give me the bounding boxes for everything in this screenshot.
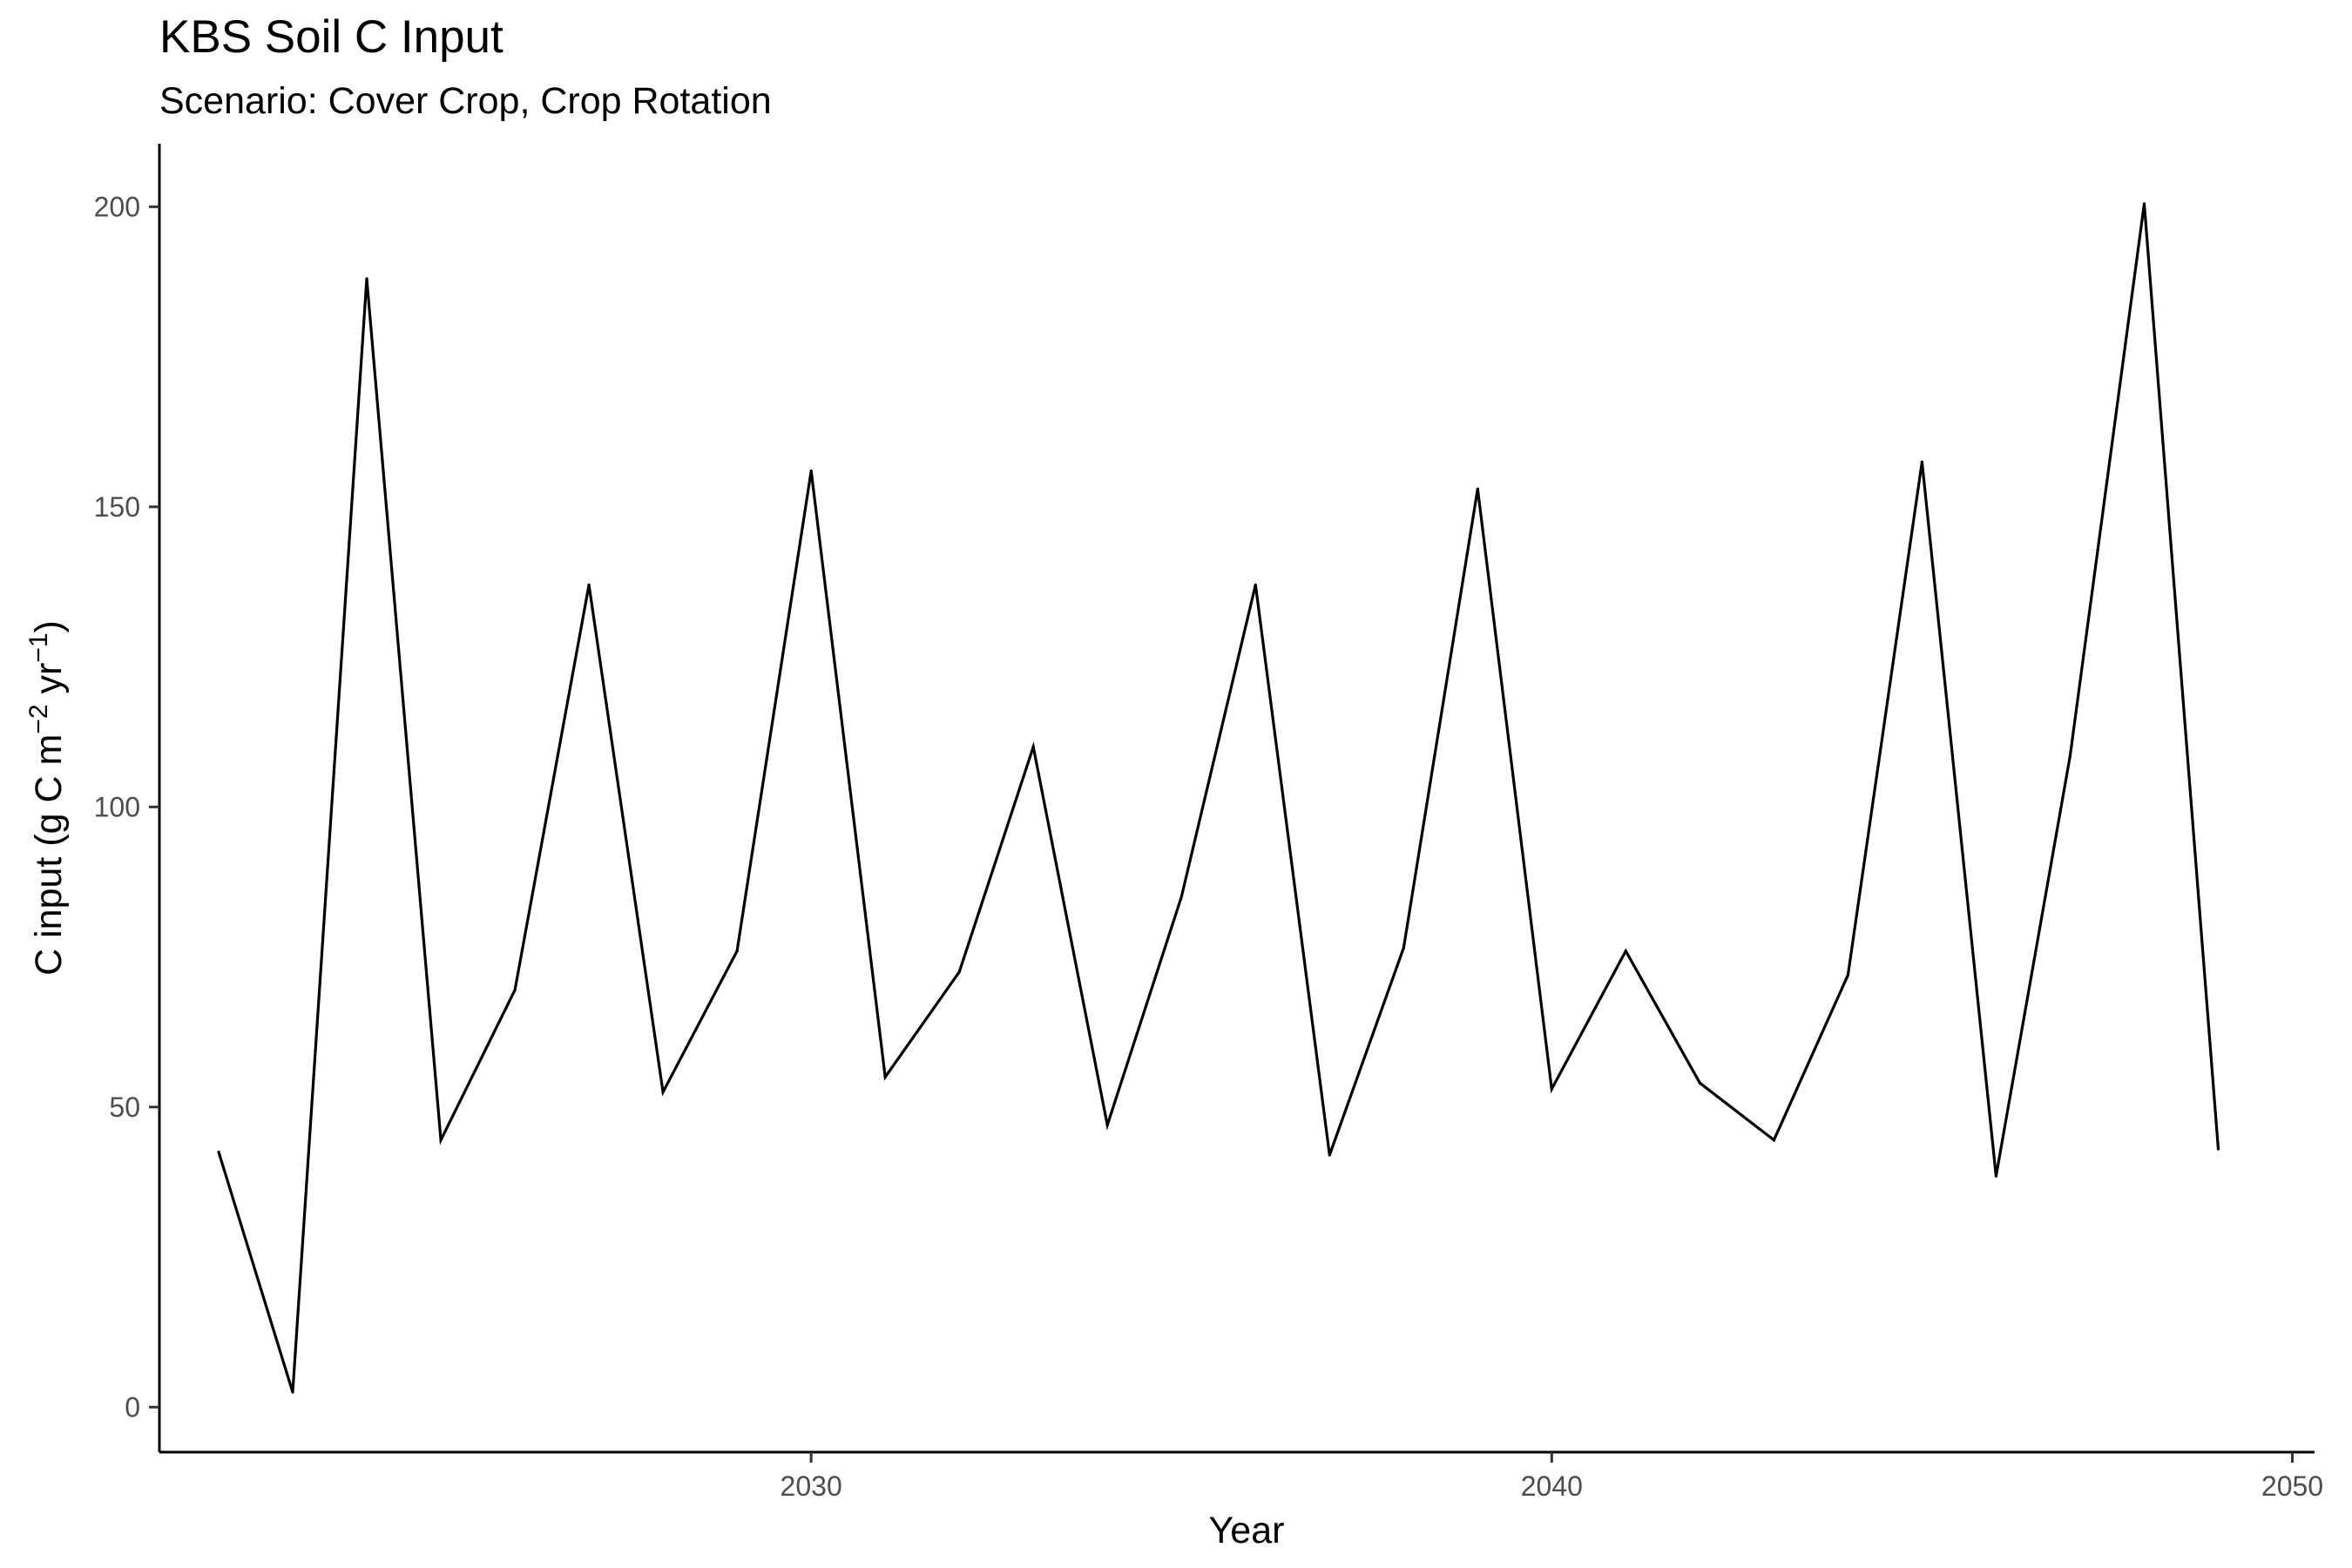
data-point <box>735 950 739 953</box>
y-axis-title-prefix: C input (g C m <box>28 734 70 976</box>
data-point <box>957 970 961 974</box>
x-axis-ticks: 2030 2040 2050 <box>781 1452 2323 1502</box>
y-axis-title-suffix: ) <box>28 620 70 632</box>
x-tick-label: 2050 <box>2261 1470 2323 1502</box>
y-tick-label: 200 <box>94 191 140 222</box>
y-tick-label: 100 <box>94 791 140 822</box>
data-point <box>1476 487 1479 490</box>
data-point <box>1994 1174 1998 1178</box>
data-point <box>2068 754 2072 758</box>
data-point <box>1328 1153 1331 1157</box>
data-point <box>1402 946 1405 950</box>
y-axis-title-sup-2: −1 <box>24 632 53 662</box>
data-point <box>809 469 813 473</box>
data-point <box>2142 202 2146 206</box>
data-point <box>1846 973 1849 977</box>
y-tick-label: 50 <box>109 1092 140 1123</box>
chart-subtitle: Scenario: Cover Crop, Crop Rotation <box>159 80 772 122</box>
data-point <box>1254 583 1257 587</box>
data-point <box>587 583 591 587</box>
data-point <box>1179 896 1183 899</box>
x-axis-title: Year <box>1209 1510 1285 1551</box>
data-point <box>439 1139 443 1142</box>
y-tick-label: 150 <box>94 491 140 523</box>
series-line <box>217 203 2220 1393</box>
data-point <box>1624 950 1627 953</box>
data-point <box>1698 1081 1701 1085</box>
data-point <box>513 988 517 992</box>
data-point <box>1920 460 1924 463</box>
data-point <box>1772 1139 1775 1142</box>
x-tick-label: 2030 <box>781 1470 842 1502</box>
data-point <box>1031 745 1035 749</box>
data-point <box>365 277 368 280</box>
data-point <box>661 1091 665 1094</box>
y-axis-title-middle: yr <box>28 663 70 705</box>
data-point <box>217 1150 220 1154</box>
data-point <box>883 1075 887 1078</box>
y-axis-title: C input (g C m−2 yr−1) <box>24 620 70 976</box>
y-axis-ticks: 0 50 100 150 200 <box>94 191 159 1423</box>
data-point <box>1550 1087 1553 1091</box>
data-point <box>291 1390 294 1394</box>
data-point <box>1105 1123 1109 1127</box>
data-point <box>2216 1147 2220 1151</box>
chart-title: KBS Soil C Input <box>159 11 504 63</box>
x-tick-label: 2040 <box>1521 1470 1583 1502</box>
y-axis-title-sup-1: −2 <box>24 704 53 733</box>
series-points <box>217 202 2220 1394</box>
y-tick-label: 0 <box>125 1391 140 1423</box>
